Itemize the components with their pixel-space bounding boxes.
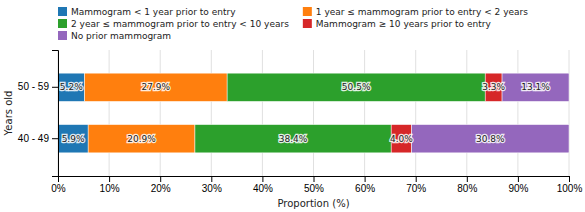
data-label: 5.9% — [62, 134, 85, 144]
x-tick-mark — [262, 176, 263, 182]
bar — [85, 73, 228, 101]
data-labels: 5.9% 5.2% 20.9% 27.9% 38.4% 50.5% 4.0% 3.3% 30.8… — [60, 82, 550, 143]
y-tick-mark — [52, 87, 58, 88]
data-label: 20.9% — [127, 134, 156, 144]
x-tick: 60% — [355, 176, 375, 194]
legend-swatch — [303, 19, 312, 28]
x-tick-label: 90% — [508, 183, 528, 194]
bar — [227, 73, 485, 101]
x-tick-mark — [416, 176, 417, 182]
y-tick-label: 50 - 59 — [18, 81, 50, 92]
data-label: 5.2% — [60, 82, 83, 92]
legend-label: 1 year ≤ mammogram prior to entry < 2 ye… — [316, 7, 528, 17]
data-label: 38.4% — [279, 134, 308, 144]
x-tick-mark — [518, 176, 519, 182]
x-tick-label: 40% — [253, 183, 273, 194]
data-label: 4.0% — [390, 134, 413, 144]
bar — [502, 73, 569, 101]
y-axis: 40 - 49 50 - 59 — [18, 51, 59, 177]
plot: 5.9% 5.2% 20.9% 27.9% 38.4% 50.5% 4.0% 3.3% 30.8… — [18, 50, 583, 194]
legend-item: Mammogram ≥ 10 years prior to entry — [303, 19, 492, 29]
grid — [58, 50, 569, 176]
x-tick: 50% — [304, 176, 324, 194]
x-tick-mark — [314, 176, 315, 182]
y-axis-title: Years old — [3, 91, 14, 137]
y-axis-line — [52, 51, 59, 177]
y-tick: 50 - 59 — [18, 81, 58, 92]
x-tick: 80% — [457, 176, 477, 194]
x-tick: 30% — [202, 176, 222, 194]
y-tick-mark — [52, 138, 58, 139]
x-tick-mark — [109, 176, 110, 182]
x-tick-mark — [211, 176, 212, 182]
y-tick-label: 40 - 49 — [18, 133, 50, 144]
legend-item: No prior mammogram — [58, 31, 171, 41]
x-tick: 90% — [508, 176, 528, 194]
legend-swatch — [303, 7, 312, 16]
grid-line — [517, 50, 518, 176]
data-label: 27.9% — [142, 82, 171, 92]
series — [412, 73, 569, 153]
bar — [195, 125, 391, 153]
grid-line — [569, 50, 570, 176]
x-tick-label: 60% — [355, 183, 375, 194]
x-tick: 20% — [151, 176, 171, 194]
legend-label: Mammogram < 1 year prior to entry — [71, 7, 236, 17]
legend-swatch — [58, 19, 67, 28]
x-tick-label: 20% — [151, 183, 171, 194]
x-tick-label: 100% — [557, 183, 583, 194]
legend-label: 2 year ≤ mammogram prior to entry < 10 y… — [71, 19, 289, 29]
grid-line — [466, 50, 467, 176]
chart: Mammogram < 1 year prior to entry 1 year … — [0, 0, 585, 212]
grid-line — [313, 50, 314, 176]
data-label: 13.1% — [521, 82, 550, 92]
grid-line — [364, 50, 365, 176]
x-tick-label: 70% — [406, 183, 426, 194]
legend: Mammogram < 1 year prior to entry 1 year … — [58, 7, 528, 41]
data-label: 3.3% — [482, 82, 505, 92]
x-tick: 0% — [51, 176, 66, 194]
grid-line — [415, 50, 416, 176]
grid-line — [109, 50, 110, 176]
legend-item: Mammogram < 1 year prior to entry — [58, 7, 236, 17]
x-axis: 0% 10% 20% 30% 40% 50% 60% 70% 80% 90% 100% — [51, 176, 582, 194]
x-tick-mark — [569, 176, 570, 182]
data-label: 50.5% — [342, 82, 371, 92]
legend-swatch — [58, 7, 67, 16]
legend-label: No prior mammogram — [71, 31, 171, 41]
x-tick: 100% — [557, 176, 583, 194]
legend-item: 2 year ≤ mammogram prior to entry < 10 y… — [58, 19, 289, 29]
x-tick: 70% — [406, 176, 426, 194]
x-axis-line — [59, 177, 570, 183]
bar — [58, 125, 88, 153]
bar — [412, 125, 569, 153]
x-tick-label: 50% — [304, 183, 324, 194]
x-tick-label: 80% — [457, 183, 477, 194]
bar — [88, 125, 195, 153]
x-tick-mark — [467, 176, 468, 182]
grid-line — [160, 50, 161, 176]
series — [58, 73, 88, 153]
x-tick-mark — [365, 176, 366, 182]
grid-line — [262, 50, 263, 176]
bars — [58, 73, 569, 153]
legend-label: Mammogram ≥ 10 years prior to entry — [316, 19, 492, 29]
data-label: 30.8% — [476, 134, 505, 144]
x-tick-label: 0% — [51, 183, 66, 194]
x-tick: 10% — [100, 176, 120, 194]
grid-line — [211, 50, 212, 176]
bar — [58, 73, 85, 101]
x-tick-label: 30% — [202, 183, 222, 194]
x-tick: 40% — [253, 176, 273, 194]
legend-item: 1 year ≤ mammogram prior to entry < 2 ye… — [303, 7, 528, 17]
y-tick: 40 - 49 — [18, 133, 58, 144]
x-tick-label: 10% — [100, 183, 120, 194]
legend-swatch — [58, 31, 67, 40]
x-axis-title: Proportion (%) — [277, 198, 349, 209]
x-tick-mark — [160, 176, 161, 182]
